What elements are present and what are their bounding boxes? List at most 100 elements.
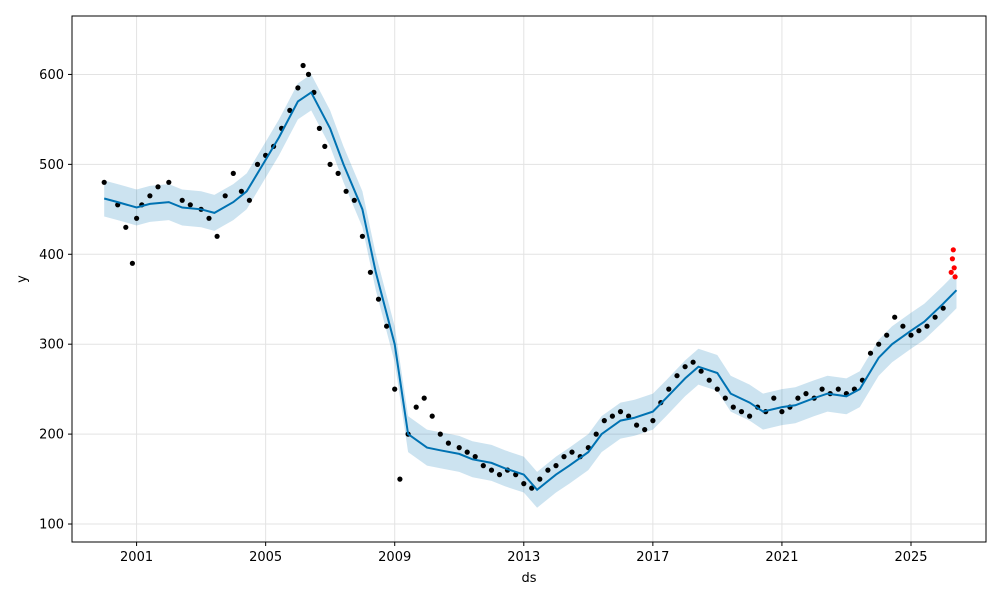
observed-point (803, 391, 809, 397)
observed-point (892, 314, 898, 320)
observed-point (924, 323, 930, 329)
observed-point (375, 296, 382, 302)
observed-point (367, 269, 373, 275)
observed-point (445, 440, 451, 446)
observed-point (617, 409, 624, 415)
observed-point (101, 179, 107, 185)
observed-point (230, 170, 236, 176)
observed-point (738, 409, 745, 415)
observed-point (626, 413, 632, 419)
forecast-line-group (103, 90, 958, 492)
observed-point (179, 197, 185, 203)
observed-point (155, 184, 161, 190)
observed-point (222, 193, 228, 199)
observed-point (206, 215, 212, 221)
observed-point (916, 328, 922, 334)
observed-point (335, 170, 341, 176)
recent-point (950, 247, 956, 253)
observed-point (421, 395, 427, 401)
observed-point (456, 445, 462, 451)
observed-point (682, 364, 688, 370)
observed-point (413, 404, 419, 410)
observed-point (642, 427, 648, 433)
observed-point (295, 85, 301, 91)
observed-point (835, 386, 841, 392)
observed-point (908, 332, 914, 338)
observed-point (316, 125, 322, 131)
forecast-line (103, 90, 958, 492)
observed-point (609, 413, 616, 419)
observed-point (480, 463, 486, 469)
grid (72, 16, 986, 542)
observed-point (214, 233, 220, 239)
uncertainty-band (104, 74, 957, 508)
axis-ticks: 2001 2005 2009 2013 2017 2021 2025 100 200 300 400… (39, 68, 927, 565)
observed-point (287, 107, 293, 113)
observed-point (300, 62, 306, 69)
recent-points (948, 247, 958, 280)
observed-point (714, 386, 720, 392)
observed-point (397, 476, 403, 482)
recent-point (948, 269, 954, 275)
observed-point (730, 404, 736, 410)
observed-point (351, 197, 357, 203)
observed-point (650, 418, 656, 424)
observed-point (706, 377, 712, 383)
observed-point (322, 143, 328, 149)
plot-frame (71, 15, 987, 543)
recent-point (949, 256, 956, 262)
observed-point (779, 409, 785, 415)
observed-point (569, 449, 575, 455)
y-tick-label: 100 (39, 518, 64, 533)
x-tick-label: 2021 (765, 550, 798, 565)
recent-point (952, 274, 958, 280)
observed-point (690, 359, 696, 365)
observed-point (876, 341, 882, 347)
observed-point (166, 179, 172, 185)
x-tick-label: 2025 (894, 550, 927, 565)
observed-point (634, 422, 640, 428)
observed-point (129, 260, 135, 266)
observed-point (305, 71, 312, 77)
observed-point (884, 332, 890, 338)
y-tick-label: 400 (39, 248, 64, 263)
observed-point (238, 188, 244, 194)
observed-point (123, 224, 129, 230)
observed-point (601, 418, 607, 424)
observed-point (666, 386, 672, 392)
y-axis-label: y (15, 275, 30, 283)
observed-point (134, 215, 140, 221)
observed-point (147, 193, 153, 199)
observed-point (940, 305, 946, 311)
observed-point (900, 323, 906, 329)
x-tick-label: 2005 (249, 550, 282, 565)
observed-point (488, 467, 495, 473)
observed-point (521, 481, 527, 487)
observed-point (496, 472, 503, 478)
observed-point (771, 395, 777, 401)
observed-point (187, 202, 193, 208)
x-tick-label: 2017 (636, 550, 669, 565)
observed-point (437, 431, 443, 437)
observed-point (429, 413, 435, 419)
observed-point (795, 395, 801, 401)
observed-point (392, 386, 398, 392)
observed-point (674, 373, 680, 379)
observed-point (343, 188, 349, 194)
observed-point (529, 485, 535, 491)
y-tick-label: 300 (39, 338, 64, 353)
x-tick-label: 2009 (378, 550, 411, 565)
observed-point (327, 161, 333, 167)
observed-point (593, 431, 599, 437)
observed-point (359, 233, 365, 239)
observed-point (561, 454, 567, 460)
observed-point (472, 454, 478, 460)
observed-point (747, 413, 753, 419)
y-tick-label: 600 (39, 68, 64, 83)
observed-point (254, 161, 261, 167)
observed-point (537, 476, 543, 482)
x-axis-label: ds (521, 571, 536, 586)
recent-point (951, 265, 957, 271)
observed-point (819, 386, 825, 392)
